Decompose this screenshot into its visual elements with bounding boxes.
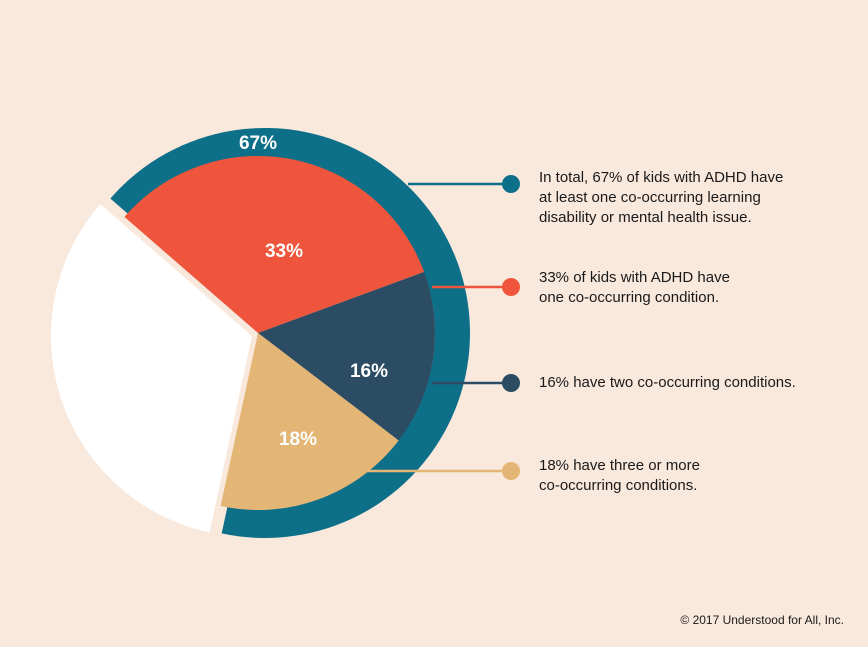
annotation-one-line-2: one co-occurring condition. <box>539 289 720 306</box>
annotation-one-condition: 33% of kids with ADHD have one co-occurr… <box>539 268 730 308</box>
leader-dot-3 <box>502 462 520 480</box>
slice-label-1: 16% <box>350 361 388 382</box>
annotation-two-line-1: 16% have two co-occurring conditions. <box>539 374 796 391</box>
leader-dot-1 <box>502 278 520 296</box>
annotation-total: In total, 67% of kids with ADHD have at … <box>539 168 783 228</box>
annotation-one-line-1: 33% of kids with ADHD have <box>539 269 730 286</box>
ring-layer <box>110 128 470 539</box>
leader-layer <box>358 175 520 480</box>
leader-dot-2 <box>502 374 520 392</box>
annotation-three-line-2: co-occurring conditions. <box>539 477 698 494</box>
annotation-three-line-1: 18% have three or more <box>539 457 700 474</box>
pie-slice-3 <box>51 204 252 533</box>
slice-label-2: 18% <box>279 429 317 450</box>
ring-label: 67% <box>239 133 277 154</box>
annotation-two-conditions: 16% have two co-occurring conditions. <box>539 373 796 393</box>
pie-slice-1 <box>258 271 435 441</box>
copyright-footer: © 2017 Understood for All, Inc. <box>680 613 844 627</box>
label-layer: 67% 33% 16% 18% <box>239 133 388 450</box>
leader-dot-0 <box>502 175 520 193</box>
annotation-total-line-1: In total, 67% of kids with ADHD have <box>539 169 784 186</box>
pie-slice-0 <box>124 156 425 333</box>
slice-layer <box>51 156 435 533</box>
annotation-total-line-3: disability or mental health issue. <box>539 209 752 226</box>
ring-arc-67 <box>110 128 470 539</box>
slice-label-0: 33% <box>265 241 303 262</box>
pie-slice-2 <box>220 333 399 510</box>
annotation-three-conditions: 18% have three or more co-occurring cond… <box>539 456 700 496</box>
annotation-total-line-2: at least one co-occurring learning <box>539 189 761 206</box>
